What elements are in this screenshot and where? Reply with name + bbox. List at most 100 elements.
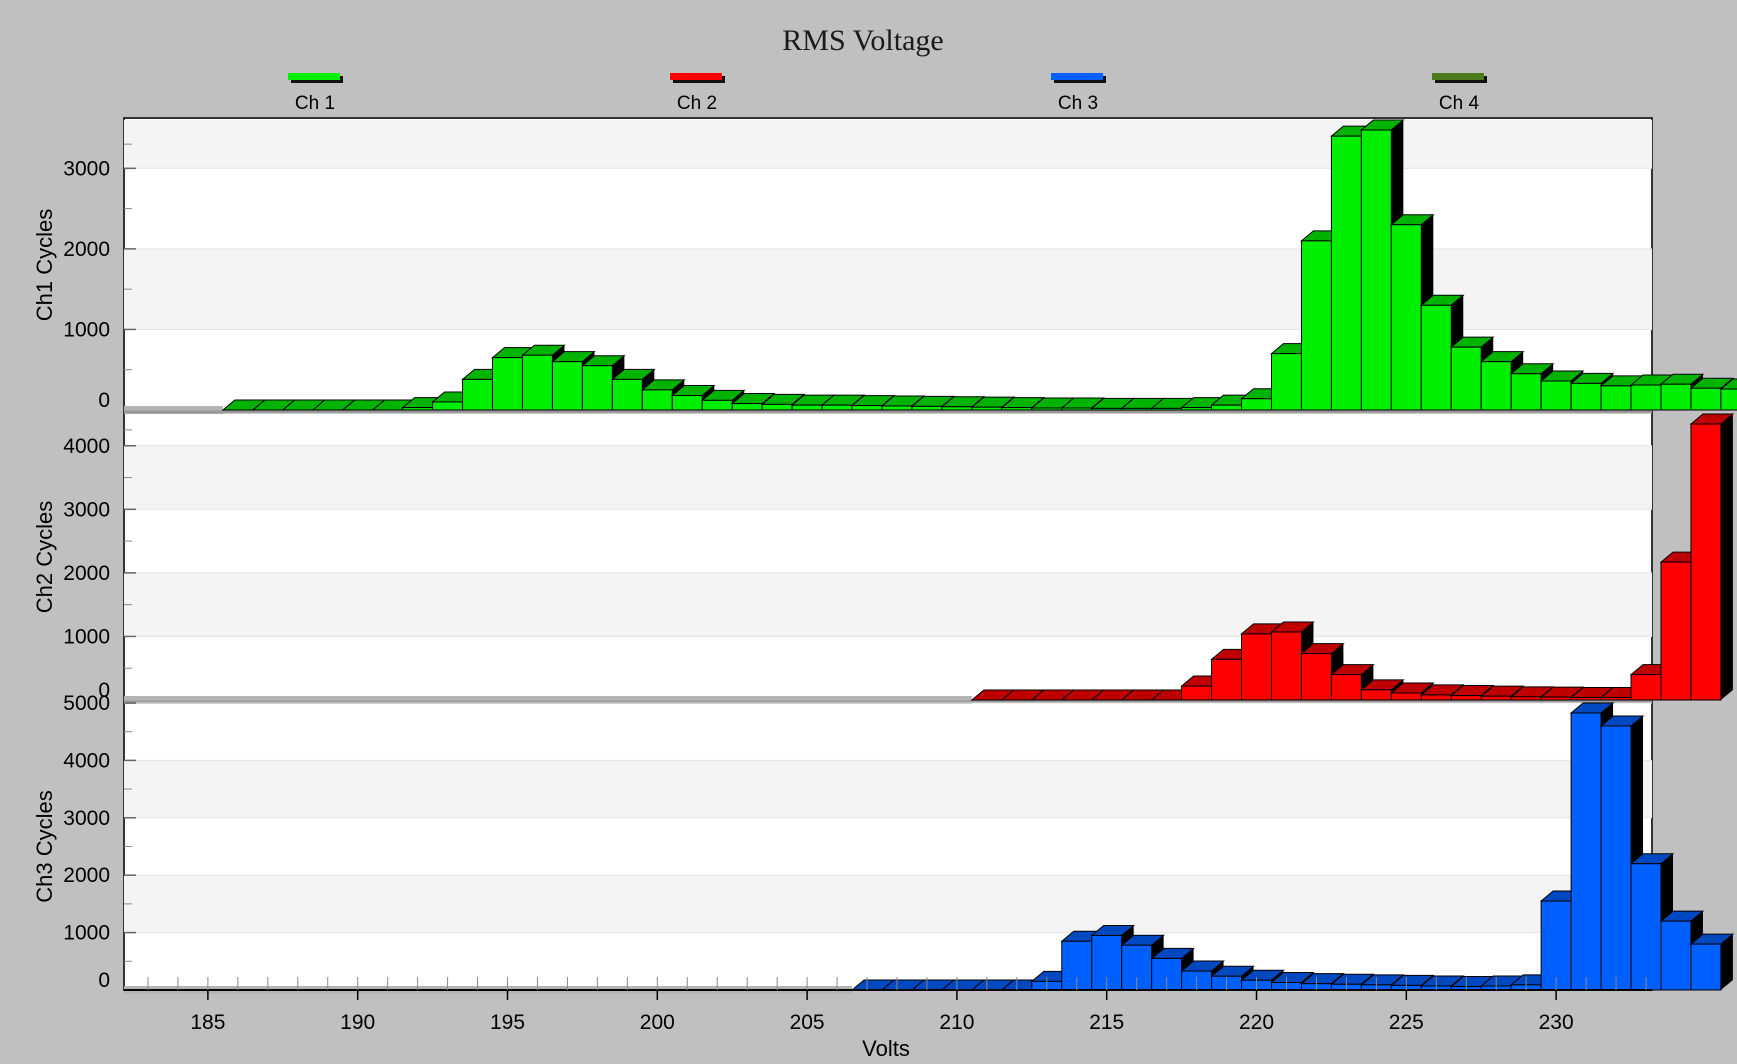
bar-face [581, 365, 613, 411]
bar-face [1420, 304, 1452, 411]
legend-label: Ch 3 [1058, 93, 1098, 114]
bar-face [1510, 696, 1542, 701]
y-tick-label: 3000 [63, 157, 110, 180]
bar-face [821, 404, 853, 411]
x-tick-label: 190 [340, 1011, 375, 1034]
bar-face [1211, 404, 1243, 411]
x-tick-label: 215 [1089, 1011, 1124, 1034]
bar-face [1181, 407, 1213, 411]
bar-face [1450, 346, 1482, 411]
bar-face [1360, 689, 1392, 701]
y-tick-label: 2000 [63, 238, 110, 261]
grid-band [124, 445, 1652, 510]
bar-face [1600, 696, 1632, 701]
bar-face [1480, 695, 1512, 701]
bar-face [731, 403, 763, 411]
bar-face [1660, 561, 1692, 701]
empty-range-band [124, 406, 223, 414]
y-tick-label: 1000 [63, 922, 110, 945]
bar-face [492, 357, 523, 411]
legend-swatch [288, 73, 340, 80]
bar-face [1600, 725, 1632, 991]
bar-face [1330, 674, 1362, 701]
bar-face [1660, 383, 1692, 411]
bar-face [1720, 388, 1737, 411]
x-tick-label: 220 [1239, 1011, 1274, 1034]
x-tick-label: 225 [1389, 1011, 1424, 1034]
bar-face [1390, 224, 1422, 411]
y-tick-label: 3000 [63, 807, 110, 830]
bar-face [1121, 407, 1153, 411]
grid-band [124, 120, 1652, 169]
bar-face [1211, 658, 1243, 701]
bar-face [462, 378, 494, 411]
bar-face [1330, 135, 1362, 411]
bar-face [1570, 696, 1602, 701]
panels: 0 1000 2000 3000 Ch1 Cycles 0 1000 2000 3000 4000… [32, 119, 1737, 994]
x-tick-label: 185 [190, 1011, 225, 1034]
bar-face [1480, 361, 1512, 411]
bar-face [941, 406, 973, 411]
bar-face [1690, 423, 1722, 701]
bar-face [402, 407, 434, 411]
bar-face [1241, 633, 1272, 701]
y-tick-label: 0 [98, 389, 110, 412]
bar [1689, 933, 1735, 991]
legend-label: Ch 2 [677, 93, 717, 114]
bar-face [1390, 692, 1422, 701]
bar-face [1360, 129, 1392, 411]
bar-face [1450, 695, 1482, 701]
legend-swatch [1432, 73, 1484, 80]
bar-face [1660, 920, 1692, 991]
bar-face [1600, 385, 1632, 411]
bar [1719, 378, 1737, 411]
bar-face [1091, 407, 1123, 411]
bar [1689, 413, 1735, 701]
y-axis-label: Ch3 Cycles [32, 790, 57, 902]
bar-face [1570, 712, 1602, 991]
y-axis-label: Ch2 Cycles [32, 501, 57, 613]
bar-top [1719, 378, 1737, 390]
y-tick-label: 2000 [63, 864, 110, 887]
bar-face [1061, 407, 1093, 411]
legend: Ch 1 Ch 2 Ch 3 Ch 4 [288, 73, 1487, 114]
grid-band [124, 760, 1652, 818]
bar-face [432, 401, 464, 411]
bar-face [1540, 380, 1572, 411]
legend-label: Ch 1 [295, 93, 335, 114]
legend-swatch [1051, 73, 1103, 80]
bar-face [791, 404, 823, 411]
y-tick-label: 0 [98, 969, 110, 992]
bar-face [911, 405, 943, 411]
grid-band [124, 572, 1652, 637]
x-tick-label: 210 [939, 1011, 974, 1034]
bar-face [881, 405, 913, 411]
bar-face [1270, 631, 1302, 701]
bar-face [641, 389, 673, 411]
x-tick-label: 205 [790, 1011, 825, 1034]
empty-range-band [124, 696, 972, 704]
bar-side [1720, 934, 1733, 990]
bar-face [611, 378, 643, 411]
bar [1359, 119, 1405, 411]
bar-face [851, 405, 883, 411]
panel-1: 0 1000 2000 3000 Ch1 Cycles [32, 119, 1737, 414]
bar-face [1001, 407, 1033, 411]
bar-face [1300, 653, 1332, 701]
legend-label: Ch 4 [1439, 93, 1480, 114]
y-tick-label: 5000 [63, 692, 110, 715]
bar-side [1720, 414, 1733, 700]
bar-face [671, 395, 703, 411]
bar-face [1151, 407, 1183, 411]
panel-3: 0 1000 2000 3000 4000 5000 Ch3 Cycles [32, 692, 1735, 994]
y-tick-label: 1000 [63, 318, 110, 341]
y-tick-label: 4000 [63, 749, 110, 772]
grid-band [124, 875, 1652, 933]
bar-face [1181, 685, 1213, 701]
x-axis: 185 190 195 200 205 210 215 220 225 230 [124, 977, 1652, 1034]
y-tick-label: 4000 [63, 435, 110, 458]
bar-face [1690, 943, 1722, 991]
bar-face [1570, 382, 1602, 411]
bar [1449, 685, 1495, 701]
bar-face [761, 403, 793, 411]
